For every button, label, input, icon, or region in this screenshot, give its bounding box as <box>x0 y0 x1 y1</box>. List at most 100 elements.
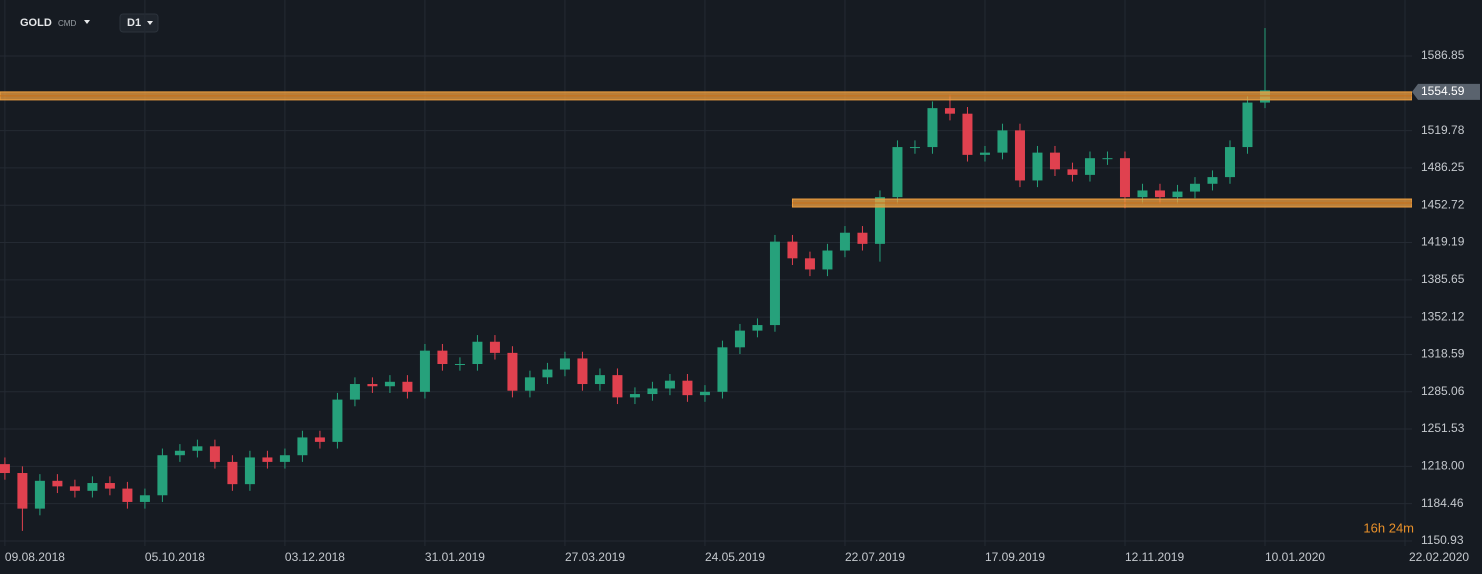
candle-body <box>454 364 465 365</box>
x-tick-label: 24.05.2019 <box>705 550 765 564</box>
candle-body <box>857 232 868 244</box>
candle-body <box>769 241 780 326</box>
candle-body <box>927 108 938 148</box>
y-tick-label: 1150.93 <box>1421 533 1464 547</box>
candle-body <box>1189 183 1200 192</box>
symbol[interactable]: GOLD <box>20 17 52 29</box>
price-label: 1554.59 <box>1421 84 1465 98</box>
candle-body <box>69 486 80 491</box>
timeframe-button[interactable] <box>119 13 159 33</box>
candle-body <box>822 250 833 270</box>
candle-body <box>349 384 360 400</box>
candle-body <box>979 152 990 155</box>
x-tick-label: 03.12.2018 <box>285 550 345 564</box>
candle-body <box>139 495 150 502</box>
candle-body <box>1137 190 1148 198</box>
grid <box>0 0 1412 546</box>
candle-body <box>157 455 168 496</box>
candle-body <box>524 377 535 391</box>
candle-body <box>472 341 483 364</box>
candle-body <box>804 258 815 270</box>
candle-body <box>787 241 798 259</box>
y-tick-label: 1251.53 <box>1421 421 1465 435</box>
candle-body <box>1067 169 1078 175</box>
candle-body <box>227 461 238 485</box>
candle-body <box>962 113 973 155</box>
axis-panel <box>0 546 1482 574</box>
candle-body <box>892 147 903 198</box>
x-tick-label: 27.03.2019 <box>565 550 625 564</box>
candle-body <box>0 464 10 474</box>
y-tick-label: 1519.78 <box>1421 123 1465 137</box>
candle-body <box>1172 191 1183 198</box>
candle-body <box>367 384 378 387</box>
candle-body <box>559 358 570 370</box>
y-tick-label: 1486.25 <box>1421 160 1465 174</box>
price-tag <box>1412 83 1480 100</box>
market[interactable]: CMD <box>58 19 76 28</box>
candle-body <box>52 480 63 487</box>
candle-body <box>1207 177 1218 184</box>
candle-body <box>437 350 448 364</box>
candle-body <box>612 375 623 398</box>
candle-body <box>1119 158 1130 198</box>
candle-body <box>419 350 430 392</box>
candle-body <box>297 437 308 456</box>
candle-body <box>997 130 1008 153</box>
candle-body <box>647 388 658 395</box>
timeframe[interactable]: D1 <box>127 17 141 29</box>
y-tick-label: 1352.12 <box>1421 309 1465 323</box>
x-tick-label: 05.10.2018 <box>145 550 205 564</box>
candle-body <box>279 455 290 462</box>
candle-body <box>542 369 553 378</box>
y-tick-label: 1218.00 <box>1421 459 1465 473</box>
candle-body <box>489 341 500 353</box>
candle-body <box>752 325 763 331</box>
x-tick-label: 17.09.2019 <box>985 550 1045 564</box>
candle-body <box>1084 158 1095 175</box>
candle-body <box>314 437 325 442</box>
x-tick-label: 10.01.2020 <box>1265 550 1325 564</box>
candle-body <box>1032 152 1043 181</box>
candle-body <box>507 352 518 391</box>
candle-body <box>682 380 693 396</box>
candle-body <box>577 358 588 385</box>
candle-body <box>209 446 220 462</box>
candle-body <box>104 483 115 489</box>
candle-body <box>1242 102 1253 148</box>
candle-body <box>1102 158 1113 160</box>
candle-body <box>174 450 185 456</box>
candle-body <box>87 483 98 491</box>
candle-body <box>839 232 850 251</box>
candle-body <box>1154 190 1165 198</box>
countdown: 16h 24m <box>1363 520 1414 535</box>
candle-body <box>944 108 955 114</box>
candle-body <box>1049 152 1060 170</box>
dropdown-icon[interactable] <box>84 20 90 24</box>
y-tick-label: 1385.65 <box>1421 272 1465 286</box>
y-tick-label: 1419.19 <box>1421 235 1465 249</box>
candle-body <box>17 473 28 509</box>
candle-body <box>594 375 605 385</box>
plot <box>0 0 1413 546</box>
y-tick-label: 1285.06 <box>1421 384 1465 398</box>
candle-body <box>909 147 920 149</box>
candle-body <box>34 480 45 509</box>
candle-body <box>192 446 203 451</box>
candle-body <box>262 457 273 462</box>
x-tick-label: 31.01.2019 <box>425 550 485 564</box>
candle-body <box>717 347 728 392</box>
candle-body <box>1014 130 1025 181</box>
candle-body <box>332 399 343 442</box>
candle-body <box>664 380 675 389</box>
x-tick-label: 22.07.2019 <box>845 550 905 564</box>
candle-body <box>629 394 640 398</box>
x-tick-label: 09.08.2018 <box>5 550 65 564</box>
dropdown-icon[interactable] <box>147 21 153 25</box>
y-tick-label: 1586.85 <box>1421 48 1465 62</box>
candle-body <box>734 330 745 348</box>
candle-body <box>402 381 413 392</box>
